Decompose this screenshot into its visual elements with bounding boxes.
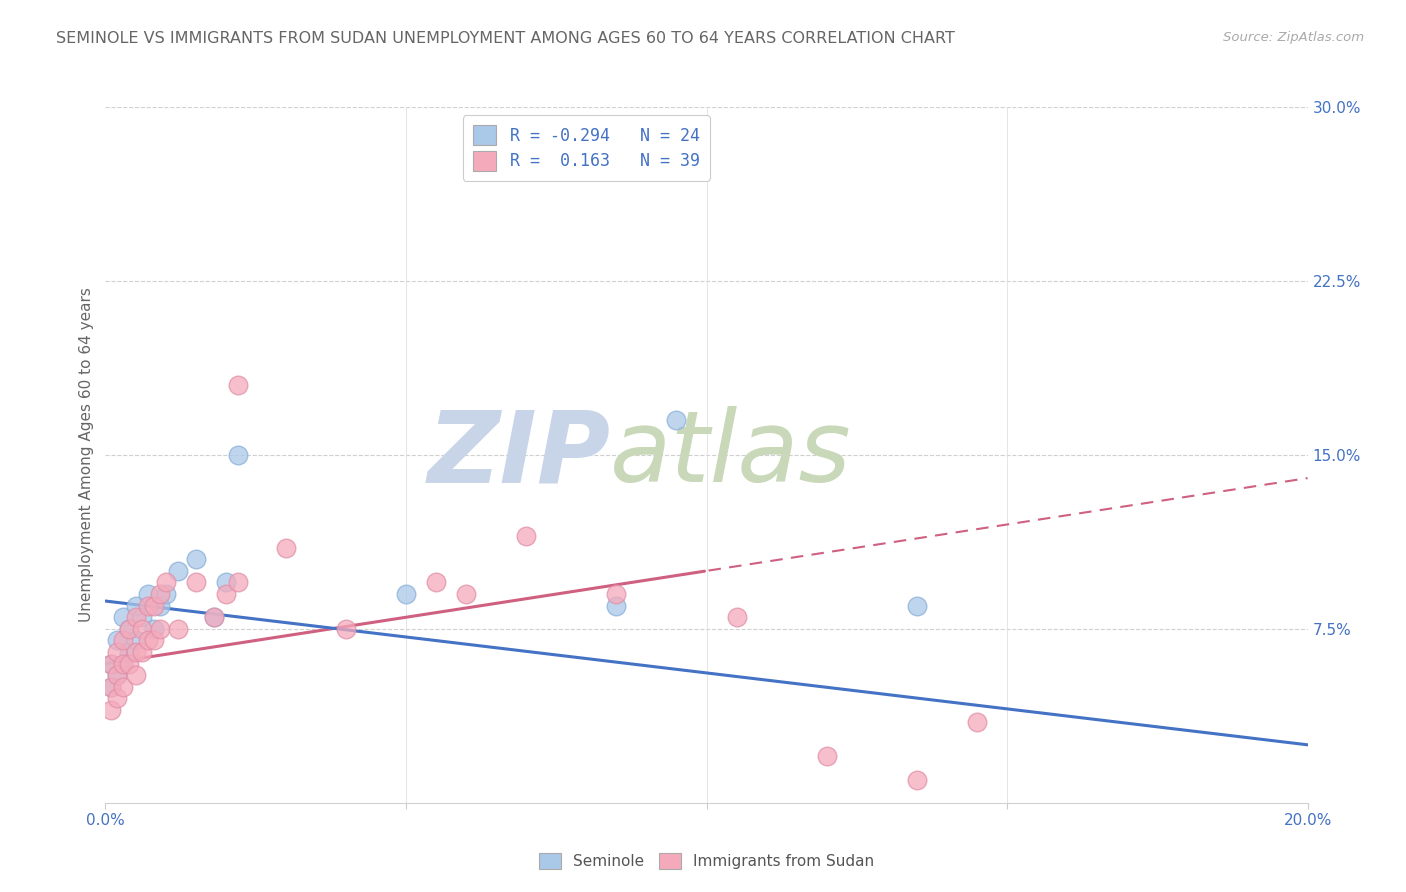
Text: ZIP: ZIP: [427, 407, 610, 503]
Point: [142, 599, 165, 613]
Point: [148, 599, 170, 613]
Point: [148, 622, 170, 636]
Point: [166, 564, 188, 578]
Point: [107, 633, 129, 648]
Point: [124, 599, 146, 613]
Point: [202, 610, 225, 624]
Point: [136, 587, 159, 601]
Point: [214, 575, 236, 590]
Point: [100, 680, 122, 694]
Point: [112, 657, 135, 671]
Point: [112, 610, 135, 624]
Point: [184, 552, 207, 566]
Point: [166, 622, 188, 636]
Point: [107, 668, 129, 682]
Point: [131, 622, 153, 636]
Text: atlas: atlas: [610, 407, 852, 503]
Point: [905, 772, 928, 787]
Point: [118, 622, 141, 636]
Point: [226, 575, 249, 590]
Point: [112, 680, 135, 694]
Point: [118, 645, 141, 659]
Point: [107, 645, 129, 659]
Point: [142, 633, 165, 648]
Point: [107, 691, 129, 706]
Point: [118, 622, 141, 636]
Point: [112, 657, 135, 671]
Point: [605, 599, 627, 613]
Point: [124, 668, 146, 682]
Point: [202, 610, 225, 624]
Point: [100, 680, 122, 694]
Text: Source: ZipAtlas.com: Source: ZipAtlas.com: [1223, 31, 1364, 45]
Point: [155, 587, 177, 601]
Legend: Seminole, Immigrants from Sudan: Seminole, Immigrants from Sudan: [533, 847, 880, 875]
Point: [395, 587, 418, 601]
Point: [124, 645, 146, 659]
Point: [107, 668, 129, 682]
Point: [214, 587, 236, 601]
Point: [815, 749, 838, 764]
Point: [131, 645, 153, 659]
Point: [605, 587, 627, 601]
Point: [148, 587, 170, 601]
Point: [118, 657, 141, 671]
Y-axis label: Unemployment Among Ages 60 to 64 years: Unemployment Among Ages 60 to 64 years: [79, 287, 94, 623]
Point: [100, 703, 122, 717]
Point: [112, 633, 135, 648]
Point: [725, 610, 748, 624]
Point: [226, 448, 249, 462]
Point: [124, 610, 146, 624]
Point: [905, 599, 928, 613]
Point: [124, 633, 146, 648]
Point: [454, 587, 477, 601]
Point: [184, 575, 207, 590]
Point: [142, 622, 165, 636]
Point: [100, 657, 122, 671]
Point: [425, 575, 447, 590]
Point: [136, 633, 159, 648]
Point: [966, 714, 988, 729]
Point: [335, 622, 357, 636]
Point: [665, 413, 688, 427]
Point: [136, 599, 159, 613]
Point: [155, 575, 177, 590]
Point: [274, 541, 297, 555]
Point: [515, 529, 537, 543]
Point: [100, 657, 122, 671]
Point: [226, 378, 249, 392]
Text: SEMINOLE VS IMMIGRANTS FROM SUDAN UNEMPLOYMENT AMONG AGES 60 TO 64 YEARS CORRELA: SEMINOLE VS IMMIGRANTS FROM SUDAN UNEMPL…: [56, 31, 955, 46]
Point: [131, 610, 153, 624]
